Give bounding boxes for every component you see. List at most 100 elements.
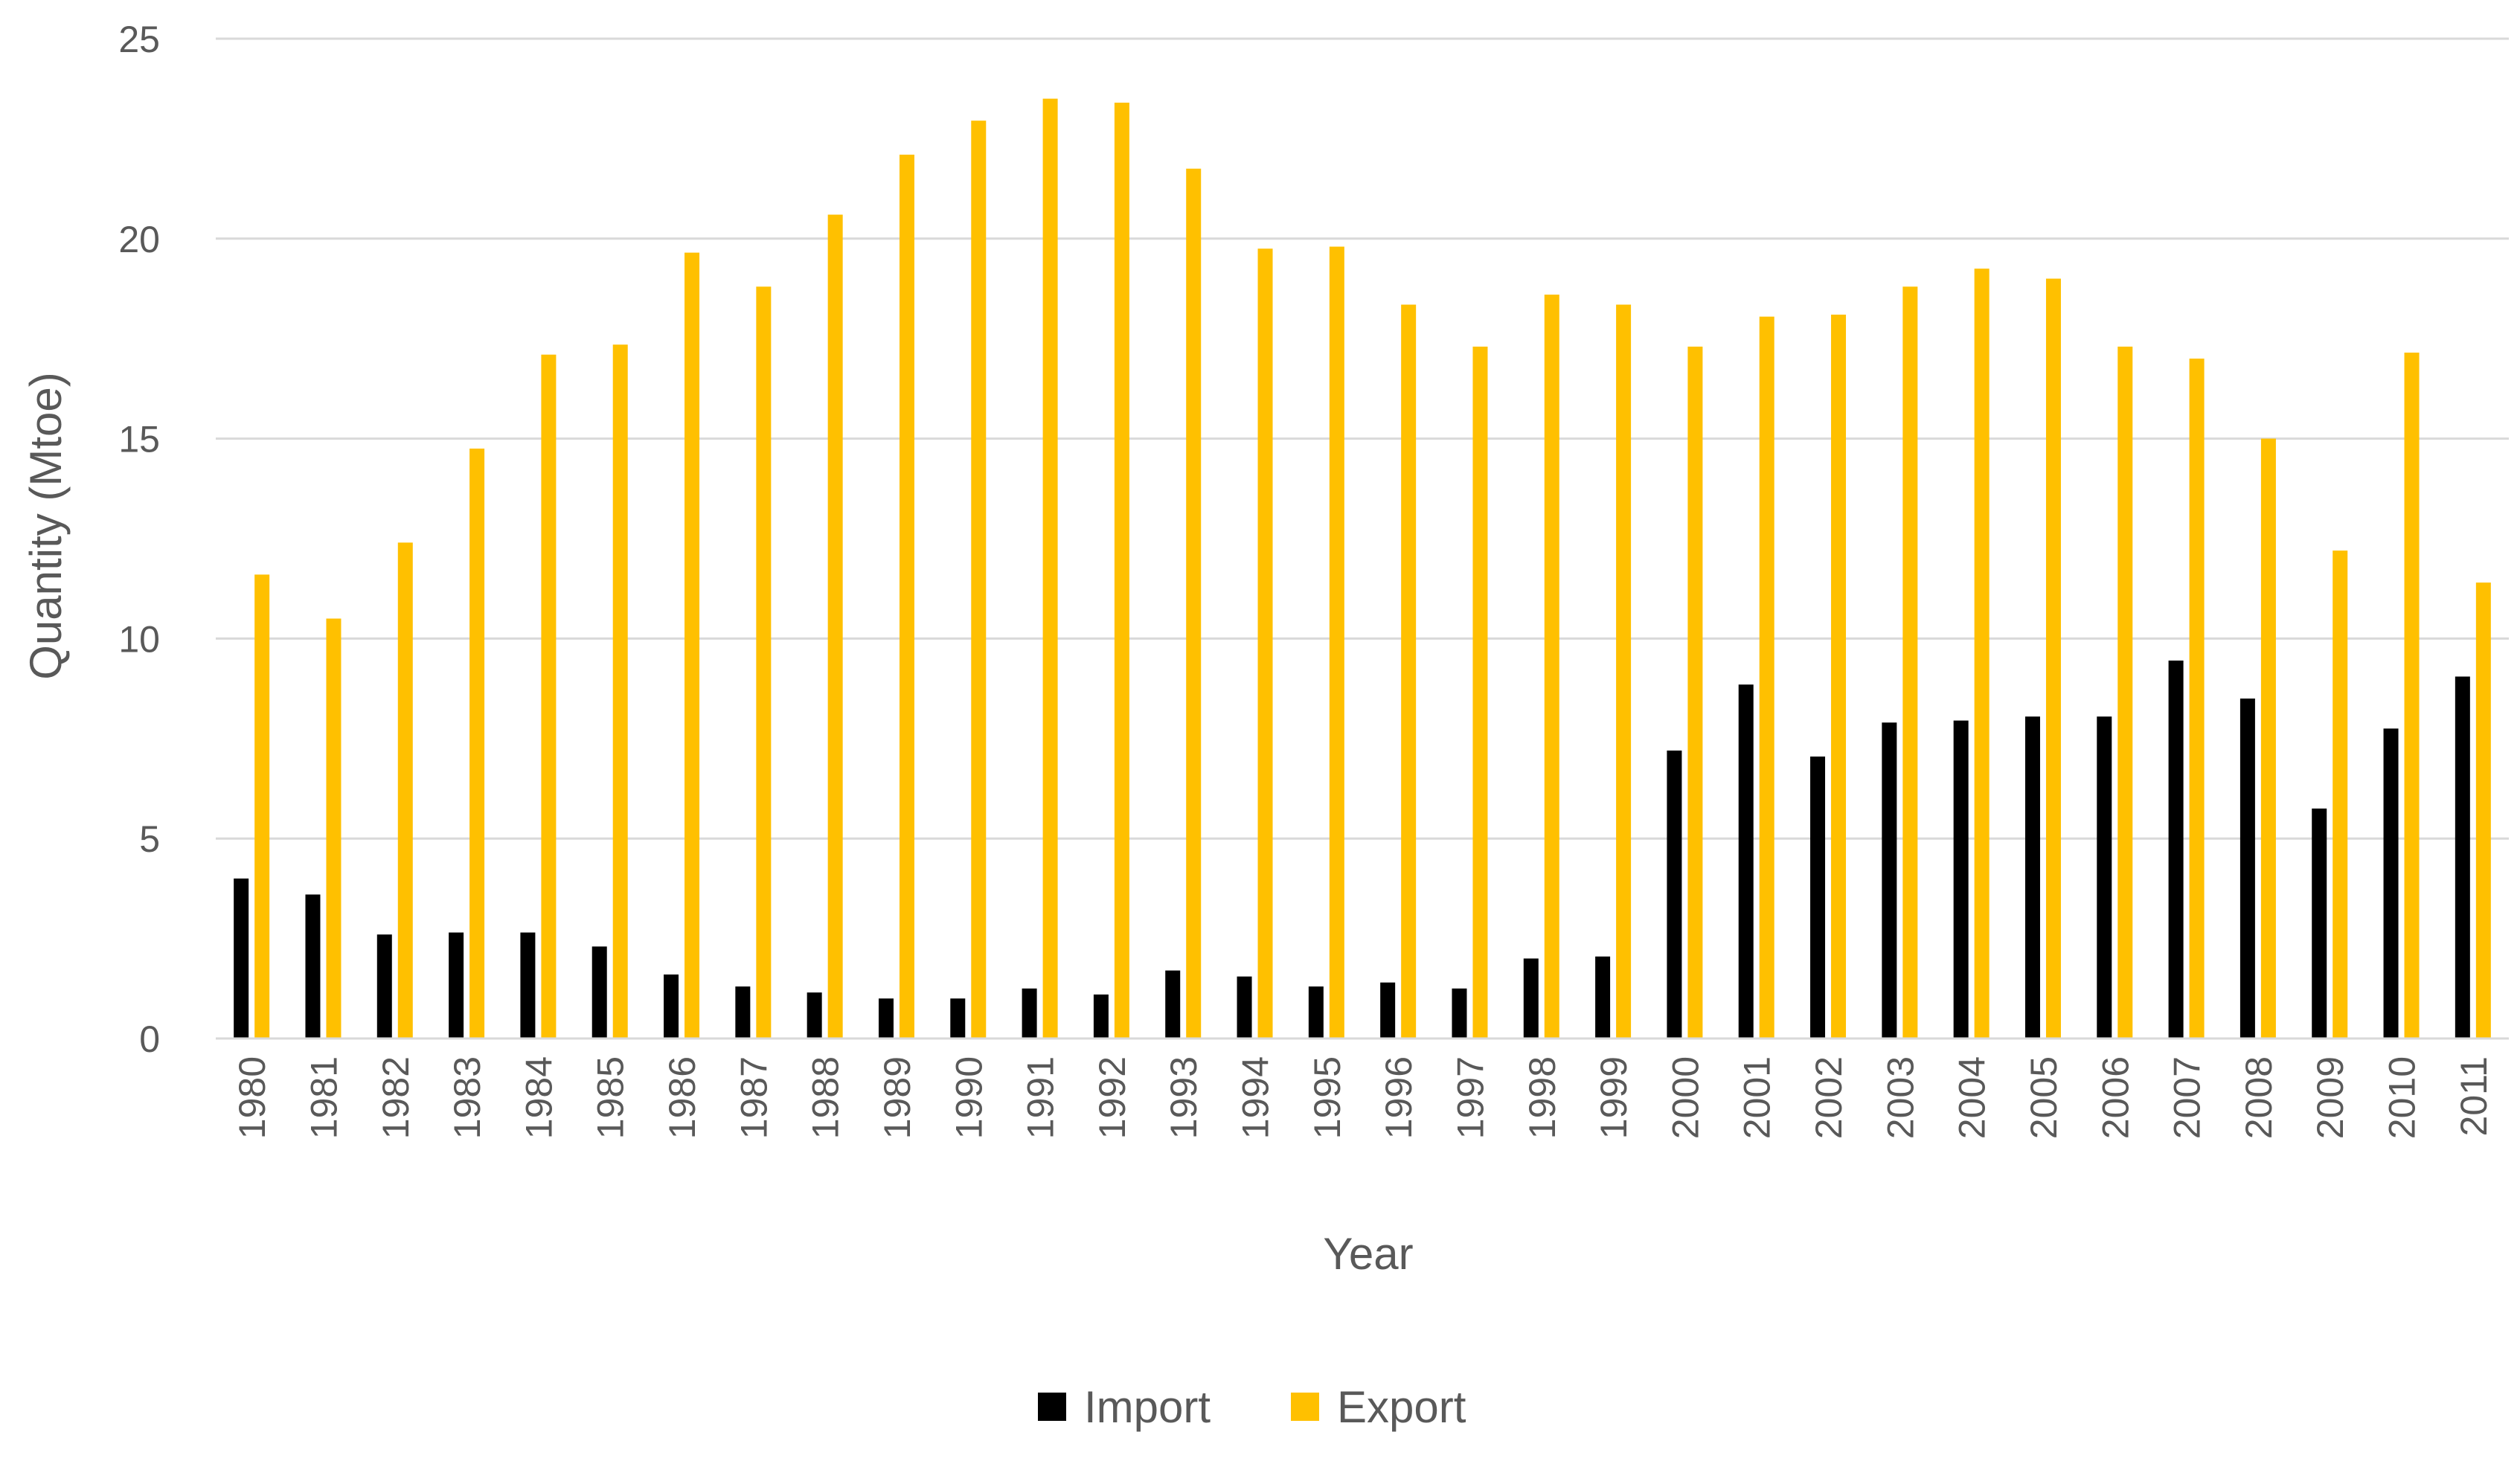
bar-import-2004 [1953, 720, 1969, 1038]
x-axis-title: Year [1323, 1229, 1413, 1279]
x-tick-label: 1991 [1020, 1056, 1062, 1139]
bar-import-1981 [305, 894, 321, 1038]
y-tick-label: 25 [118, 19, 160, 60]
x-tick-label: 1985 [590, 1056, 632, 1139]
bars [234, 98, 2491, 1039]
x-tick-label: 1990 [948, 1056, 990, 1139]
bar-import-2000 [1667, 750, 1682, 1038]
x-tick-label: 1989 [876, 1056, 918, 1139]
bar-export-1983 [469, 449, 485, 1038]
x-tick-label: 2008 [2238, 1056, 2280, 1139]
x-tick-label: 1980 [231, 1056, 273, 1139]
bar-export-1982 [397, 542, 413, 1038]
x-tick-label: 1988 [805, 1056, 847, 1139]
bar-export-1985 [612, 344, 628, 1038]
bar-export-2009 [2333, 550, 2348, 1038]
x-tick-label: 2005 [2023, 1056, 2065, 1139]
x-tick-label: 1998 [1522, 1056, 1563, 1139]
bar-import-1987 [735, 986, 751, 1038]
bar-export-1984 [541, 354, 557, 1039]
bar-import-2010 [2383, 728, 2399, 1038]
x-tick-label: 2007 [2167, 1056, 2208, 1139]
x-tick-label: 2010 [2382, 1056, 2423, 1139]
bar-import-1985 [591, 946, 607, 1038]
x-tick-label: 2000 [1664, 1056, 1706, 1139]
bar-import-2001 [1738, 684, 1754, 1038]
bar-export-2004 [1974, 269, 1990, 1038]
bar-import-1980 [234, 878, 249, 1038]
bar-export-1997 [1472, 346, 1488, 1038]
x-tick-label: 2009 [2309, 1056, 2351, 1139]
legend-label-export: Export [1337, 1382, 1466, 1432]
bar-export-1991 [1042, 98, 1058, 1038]
bar-export-1994 [1257, 248, 1273, 1038]
x-tick-label: 1996 [1378, 1056, 1420, 1139]
bar-export-1995 [1329, 246, 1344, 1038]
bar-import-1998 [1523, 958, 1539, 1038]
x-tick-label: 1995 [1307, 1056, 1348, 1139]
bar-import-1984 [520, 932, 536, 1038]
bar-import-1988 [807, 992, 822, 1038]
legend-label-import: Import [1084, 1382, 1211, 1432]
bar-import-2006 [2097, 716, 2112, 1038]
bar-import-1999 [1595, 956, 1611, 1038]
legend: Import Export [1038, 1382, 1466, 1432]
y-tick-label: 10 [118, 618, 160, 660]
x-tick-label: 1994 [1235, 1056, 1277, 1139]
x-tick-label: 2002 [1808, 1056, 1850, 1139]
y-tick-label: 5 [139, 818, 160, 860]
bar-import-1991 [1022, 988, 1037, 1038]
bar-import-1982 [376, 934, 392, 1038]
bar-export-1992 [1114, 103, 1129, 1039]
bar-export-1980 [254, 574, 270, 1038]
legend-swatch-export [1291, 1393, 1319, 1421]
x-axis-ticks: 1980 1981 1982 1983 1984 1985 1986 1987 1988 1989… [231, 1056, 2495, 1139]
bar-export-1993 [1186, 168, 1202, 1039]
x-tick-label: 1984 [518, 1056, 560, 1139]
bar-export-1999 [1616, 304, 1632, 1038]
bar-import-1989 [878, 998, 894, 1038]
bar-export-2010 [2404, 353, 2420, 1038]
bar-export-1996 [1401, 304, 1417, 1038]
y-tick-label: 15 [118, 419, 160, 460]
bar-import-2011 [2455, 676, 2470, 1038]
x-tick-label: 1987 [733, 1056, 775, 1139]
bar-export-2003 [1902, 286, 1918, 1038]
bar-export-1986 [684, 252, 700, 1039]
y-axis-title: Quantity (Mtoe) [21, 372, 71, 679]
bar-export-1987 [756, 286, 772, 1038]
x-tick-label: 1999 [1593, 1056, 1635, 1139]
bar-import-2009 [2312, 808, 2327, 1038]
bar-export-2005 [2045, 278, 2061, 1038]
bar-import-2007 [2168, 660, 2184, 1038]
bar-import-1983 [449, 932, 464, 1038]
bar-export-2008 [2260, 438, 2276, 1038]
y-tick-label: 0 [139, 1018, 160, 1060]
bar-import-1994 [1237, 976, 1252, 1038]
y-axis-ticks: 0 5 10 15 20 25 [118, 19, 160, 1060]
x-tick-label: 1992 [1091, 1056, 1133, 1139]
bar-export-2006 [2117, 346, 2133, 1038]
x-tick-label: 1983 [446, 1056, 488, 1139]
bar-export-1998 [1544, 295, 1559, 1039]
bar-import-1990 [950, 998, 966, 1038]
bar-export-2011 [2475, 582, 2491, 1038]
x-tick-label: 1986 [661, 1056, 703, 1139]
bar-export-1989 [899, 154, 914, 1038]
bar-import-2002 [1810, 756, 1826, 1038]
bar-import-2005 [2024, 716, 2040, 1038]
bar-export-1988 [827, 214, 843, 1039]
bar-import-1996 [1380, 982, 1396, 1038]
bar-export-1981 [326, 618, 342, 1038]
bar-export-2000 [1687, 346, 1703, 1038]
gridlines [216, 37, 2509, 840]
bar-export-2007 [2189, 359, 2205, 1039]
bar-import-2008 [2240, 699, 2255, 1038]
x-tick-label: 1997 [1449, 1056, 1491, 1139]
bar-import-1995 [1308, 986, 1324, 1038]
x-tick-label: 2003 [1879, 1056, 1921, 1139]
x-tick-label: 2004 [1952, 1056, 1993, 1139]
bar-export-1990 [971, 121, 987, 1038]
x-tick-label: 2006 [2094, 1056, 2136, 1139]
